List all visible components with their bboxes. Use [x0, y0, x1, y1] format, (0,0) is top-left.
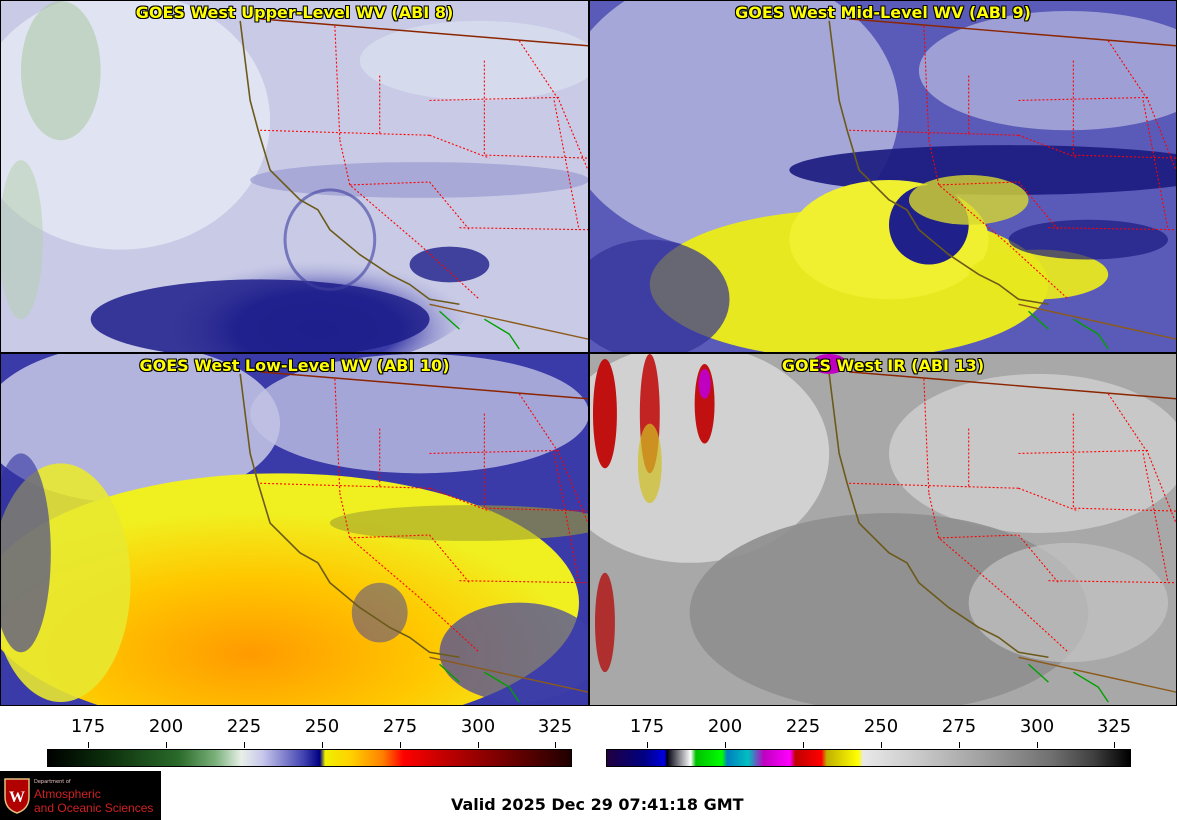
uw-crest-icon: W [4, 778, 30, 814]
mid-level-wv-panel: GOES West Mid-Level WV (ABI 9) [589, 0, 1177, 353]
ir-tick-mark [803, 742, 804, 748]
wv-tick-label: 200 [148, 716, 184, 737]
low-level-wv-title: GOES West Low-Level WV (ABI 10) [139, 356, 450, 375]
ir-tick-mark [1037, 742, 1038, 748]
wv-tick-mark [322, 742, 323, 748]
wv-tick-label: 175 [70, 716, 106, 737]
wv-tick-label: 275 [382, 716, 418, 737]
wv-colorbar-ticks: 175 200 225 250 275 300 325 [47, 712, 572, 752]
ir-tick-mark [725, 742, 726, 748]
ir-tick-label: 175 [629, 716, 665, 737]
ir-tick-label: 250 [863, 716, 899, 737]
ir-tick-mark [1114, 742, 1115, 748]
ir-colorbar: 175 200 225 250 275 300 325 [606, 712, 1131, 772]
wv-tick-mark [244, 742, 245, 748]
ir-tick-mark [959, 742, 960, 748]
ir-title: GOES West IR (ABI 13) [781, 356, 985, 375]
wv-tick-mark [478, 742, 479, 748]
ir-tick-label: 275 [941, 716, 977, 737]
wv-tick-label: 225 [226, 716, 262, 737]
wv-tick-mark [555, 742, 556, 748]
logo-dept-text: Department of [34, 779, 71, 785]
wv-tick-mark [88, 742, 89, 748]
upper-level-wv-image [1, 1, 588, 352]
upper-level-wv-title: GOES West Upper-Level WV (ABI 8) [135, 3, 454, 22]
ir-panel: GOES West IR (ABI 13) [589, 353, 1177, 706]
ir-tick-label: 225 [785, 716, 821, 737]
wv-tick-label: 250 [304, 716, 340, 737]
ir-tick-label: 300 [1019, 716, 1055, 737]
wv-colorbar-gradient [47, 749, 572, 767]
ir-tick-mark [647, 742, 648, 748]
ir-colorbar-gradient [606, 749, 1131, 767]
ir-tick-mark [881, 742, 882, 748]
wv-tick-label: 325 [537, 716, 573, 737]
ir-tick-label: 325 [1096, 716, 1132, 737]
wv-tick-mark [166, 742, 167, 748]
wv-tick-mark [400, 742, 401, 748]
low-level-wv-panel: GOES West Low-Level WV (ABI 10) [0, 353, 589, 706]
upper-level-wv-panel: GOES West Upper-Level WV (ABI 8) [0, 0, 589, 353]
ir-image [590, 354, 1176, 705]
logo-line2: and Oceanic Sciences [34, 801, 154, 815]
aos-logo: W Department of Atmospheric and Oceanic … [0, 771, 161, 820]
ir-colorbar-ticks: 175 200 225 250 275 300 325 [606, 712, 1131, 752]
wv-colorbar: 175 200 225 250 275 300 325 [47, 712, 572, 772]
wv-tick-label: 300 [460, 716, 496, 737]
mid-level-wv-title: GOES West Mid-Level WV (ABI 9) [735, 3, 1031, 22]
ir-tick-label: 200 [707, 716, 743, 737]
valid-time: Valid 2025 Dec 29 07:41:18 GMT [451, 795, 744, 814]
low-level-wv-image [1, 354, 588, 705]
logo-line1: Atmospheric [34, 787, 101, 801]
svg-text:W: W [9, 789, 25, 806]
mid-level-wv-image [590, 1, 1176, 352]
